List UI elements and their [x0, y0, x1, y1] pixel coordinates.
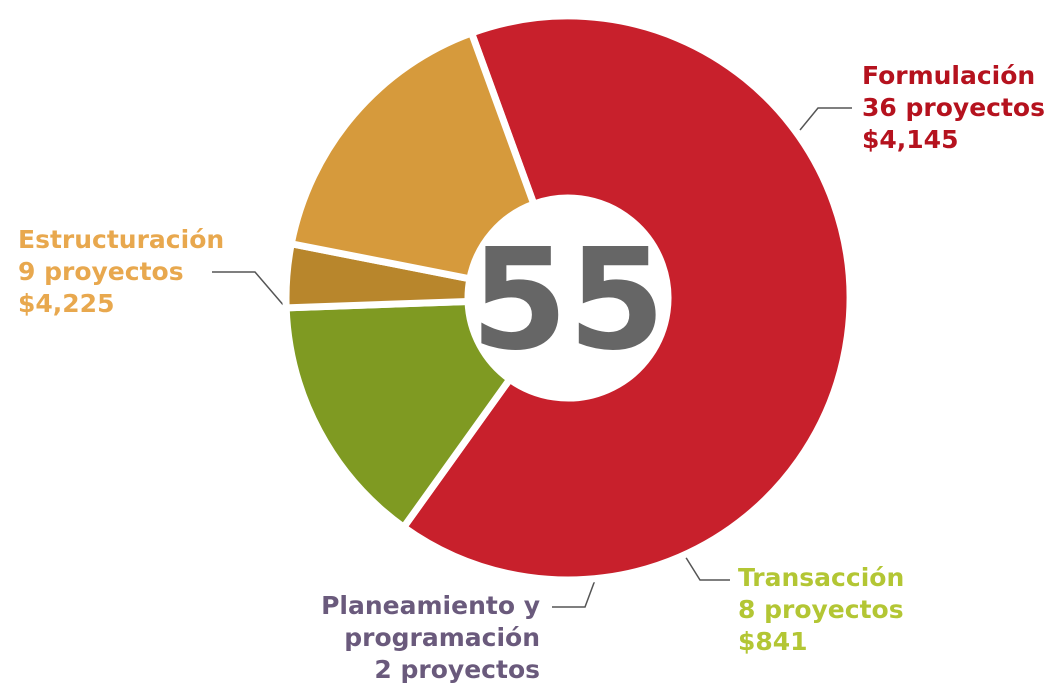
center-total: 55 — [471, 219, 666, 382]
leader-line — [552, 571, 599, 608]
category-label: Estructuración — [18, 225, 225, 254]
value-label: 36 proyectos — [862, 93, 1045, 122]
category-label: Transacción — [738, 563, 905, 592]
value-label: 9 proyectos — [18, 257, 184, 286]
amount-label: $4,145 — [862, 125, 959, 154]
label-group: Formulación 36 proyectos $4,145 — [862, 60, 1045, 156]
leader-line — [679, 547, 730, 581]
value-label: 8 proyectos — [738, 595, 904, 624]
amount-label: $4,225 — [18, 289, 115, 318]
category-label: Formulación — [862, 61, 1036, 90]
center-circle — [468, 198, 668, 398]
label-group: Planeamiento y programación 2 proyectos — [300, 590, 540, 686]
value-label: 2 proyectos — [374, 655, 540, 684]
amount-label: $841 — [738, 627, 808, 656]
leader-line — [212, 271, 286, 308]
category-label: Planeamiento y programación — [321, 591, 540, 652]
label-group: Estructuración 9 proyectos $4,225 — [18, 224, 224, 320]
label-group: Transacción 8 proyectos $841 — [738, 562, 904, 658]
leader-line — [799, 107, 852, 131]
